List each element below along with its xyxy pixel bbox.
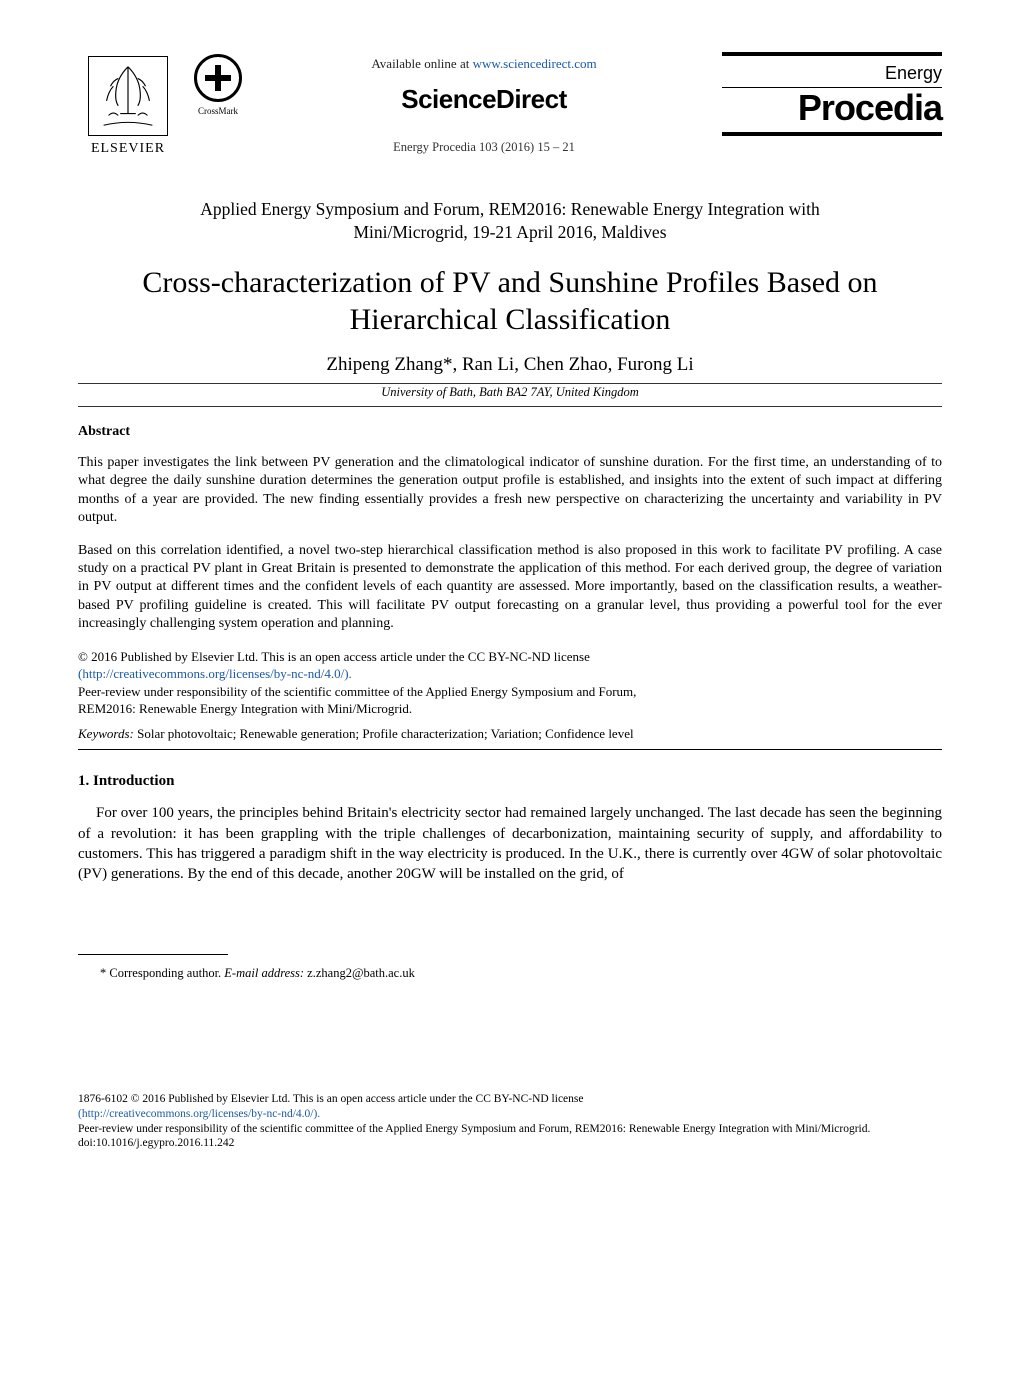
corresponding-author-footnote: * Corresponding author. E-mail address: …	[78, 965, 942, 981]
crossmark-badge[interactable]: CrossMark	[190, 54, 246, 124]
footnote-prefix: * Corresponding author.	[100, 966, 224, 980]
abstract-p1: This paper investigates the link between…	[78, 454, 942, 528]
conference-name: Applied Energy Symposium and Forum, REM2…	[78, 198, 942, 244]
crossmark-icon	[194, 54, 242, 102]
peer-review-line-a: Peer-review under responsibility of the …	[78, 684, 636, 699]
elsevier-text: ELSEVIER	[91, 140, 165, 158]
crossmark-label: CrossMark	[198, 106, 238, 118]
section-1-heading: 1. Introduction	[78, 772, 942, 792]
footer-cc-link[interactable]: (http://creativecommons.org/licenses/by-…	[78, 1108, 320, 1120]
sciencedirect-logo: ScienceDirect	[260, 83, 708, 117]
available-prefix: Available online at	[371, 56, 472, 71]
left-logo-group: ELSEVIER CrossMark	[78, 52, 246, 162]
journal-badge: Energy Procedia	[722, 52, 942, 136]
conference-line2: Mini/Microgrid, 19-21 April 2016, Maldiv…	[353, 222, 666, 242]
abstract-heading: Abstract	[78, 423, 942, 441]
section-rule	[78, 749, 942, 750]
copyright-line1: © 2016 Published by Elsevier Ltd. This i…	[78, 649, 590, 664]
copyright-block: © 2016 Published by Elsevier Ltd. This i…	[78, 648, 942, 718]
footer-line1: 1876-6102 © 2016 Published by Elsevier L…	[78, 1093, 584, 1105]
procedia-citation: Energy Procedia 103 (2016) 15 – 21	[260, 139, 708, 155]
available-online-line: Available online at www.sciencedirect.co…	[260, 56, 708, 73]
keywords-text: Solar photovoltaic; Renewable generation…	[134, 726, 634, 741]
conference-line1: Applied Energy Symposium and Forum, REM2…	[200, 199, 820, 219]
elsevier-logo: ELSEVIER	[78, 52, 178, 162]
author-list: Zhipeng Zhang*, Ran Li, Chen Zhao, Furon…	[78, 353, 942, 378]
footnote-email: z.zhang2@bath.ac.uk	[304, 966, 415, 980]
elsevier-tree-icon	[88, 56, 168, 136]
keywords-line: Keywords: Solar photovoltaic; Renewable …	[78, 726, 942, 743]
footer-line2: Peer-review under responsibility of the …	[78, 1123, 870, 1135]
paper-title: Cross-characterization of PV and Sunshin…	[78, 264, 942, 339]
title-line2: Hierarchical Classification	[350, 303, 671, 336]
journal-badge-top: Energy	[722, 62, 942, 88]
header-row: ELSEVIER CrossMark Available online at w…	[78, 52, 942, 162]
affil-rule-bottom	[78, 406, 942, 407]
footnote-email-label: E-mail address:	[224, 966, 304, 980]
peer-review-line-b: REM2016: Renewable Energy Integration wi…	[78, 701, 412, 716]
sciencedirect-url[interactable]: www.sciencedirect.com	[473, 56, 597, 71]
center-header: Available online at www.sciencedirect.co…	[246, 52, 722, 155]
abstract-p2: Based on this correlation identified, a …	[78, 542, 942, 634]
keywords-label: Keywords:	[78, 726, 134, 741]
footer-block: 1876-6102 © 2016 Published by Elsevier L…	[78, 1092, 942, 1152]
footer-doi: doi:10.1016/j.egypro.2016.11.242	[78, 1137, 234, 1149]
footnote-rule	[78, 954, 228, 955]
journal-badge-main: Procedia	[722, 88, 942, 128]
cc-link[interactable]: (http://creativecommons.org/licenses/by-…	[78, 666, 352, 681]
intro-p1: For over 100 years, the principles behin…	[78, 803, 942, 884]
affiliation: University of Bath, Bath BA2 7AY, United…	[78, 384, 942, 400]
title-line1: Cross-characterization of PV and Sunshin…	[142, 266, 877, 299]
